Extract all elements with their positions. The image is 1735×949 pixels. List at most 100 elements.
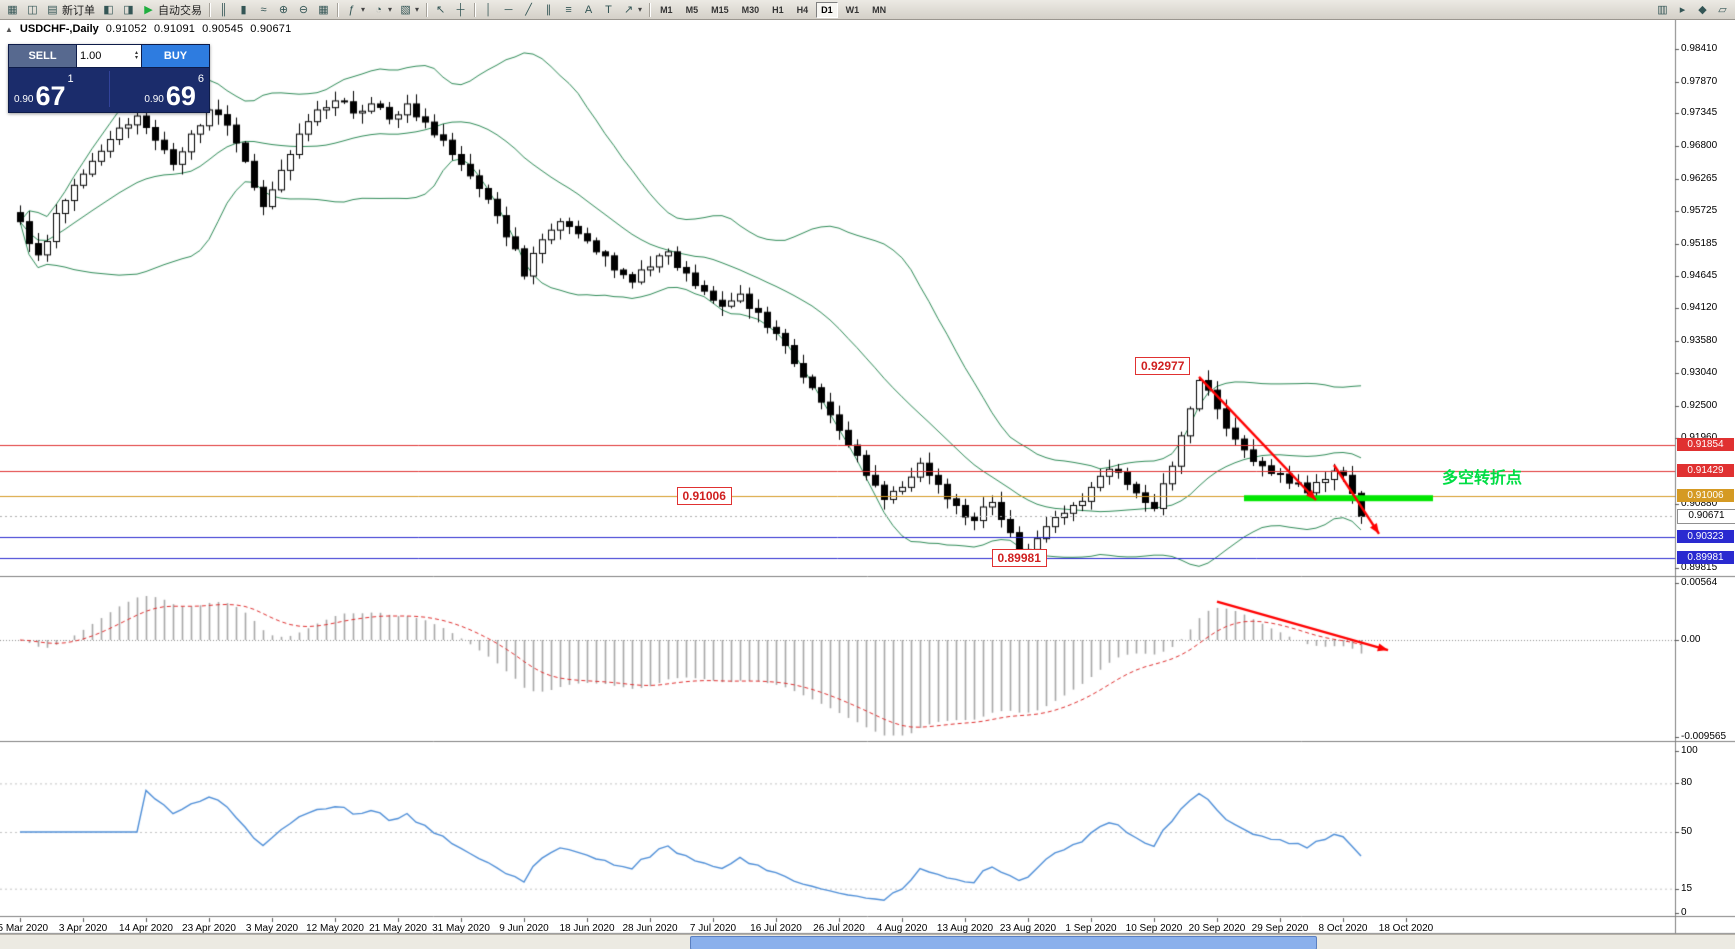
help-button[interactable]: ▱ <box>1713 2 1732 18</box>
autotrading-button[interactable]: ▶ 自动交易 <box>139 2 205 18</box>
spinner-down-icon[interactable]: ▾ <box>134 55 138 61</box>
date-axis-label: 8 Oct 2020 <box>1318 923 1368 934</box>
sell-button[interactable]: SELL <box>9 45 77 67</box>
trendline-button[interactable]: ╱ <box>519 2 538 18</box>
dropdown-arrow-icon: ▾ <box>638 5 643 14</box>
indicators-button[interactable]: ƒ ▾ <box>342 2 368 18</box>
dropdown-arrow-icon: ▾ <box>415 5 420 14</box>
crosshair-icon: ┼ <box>456 3 465 16</box>
sell-quote-point: 1 <box>67 73 74 85</box>
zoom-out-button[interactable]: ⊖ <box>294 2 313 18</box>
date-axis-label: 7 Jul 2020 <box>689 923 737 934</box>
zoom-out-icon: ⊖ <box>298 4 309 16</box>
chart-line-button[interactable]: ≈ <box>254 2 273 18</box>
price-axis-badge: 0.89981 <box>1677 550 1734 564</box>
toolbar-separator <box>649 2 651 17</box>
vertical-line-button[interactable]: │ <box>479 2 498 18</box>
zoom-in-icon: ⊕ <box>278 4 289 16</box>
price-axis-label: 0.97345 <box>1681 107 1718 119</box>
timeframe-m15-button[interactable]: M15 <box>711 4 729 15</box>
equidistant-channel-button[interactable]: ∥ <box>539 2 558 18</box>
tile-windows-button[interactable]: ▦ <box>314 2 333 18</box>
symbol-period-label: USDCHF-,Daily <box>19 23 99 35</box>
fibonacci-retracement-button[interactable]: ≡ <box>559 2 578 18</box>
timeframe-mn-button[interactable]: MN <box>872 4 887 15</box>
date-axis-label: 10 Sep 2020 <box>1125 923 1183 934</box>
buy-button[interactable]: BUY <box>142 45 209 67</box>
price-annotation-peak[interactable]: 0.92977 <box>1135 356 1191 375</box>
collapse-icon[interactable]: ▲ <box>5 24 13 34</box>
text-button[interactable]: A <box>579 2 598 18</box>
chart-bars-icon: ║ <box>219 3 228 16</box>
timeframe-h4-button[interactable]: H4 <box>796 4 809 15</box>
rsi-axis-label: 0 <box>1681 907 1687 918</box>
price-annotation-support[interactable]: 0.91006 <box>676 487 732 506</box>
chart-candlesticks-icon: ▮ <box>240 4 247 16</box>
text-icon: A <box>584 3 593 16</box>
cursor-button[interactable]: ↖ <box>431 2 450 18</box>
date-axis-label: 14 Apr 2020 <box>119 923 173 934</box>
tile-windows-icon: ▦ <box>318 4 329 16</box>
buy-quote[interactable]: 0.90 69 6 <box>113 69 204 110</box>
chart-candlesticks-button[interactable]: ▮ <box>234 2 253 18</box>
sell-quote[interactable]: 0.90 67 1 <box>14 69 106 110</box>
volume-input[interactable]: 1.00 ▴ ▾ <box>77 45 142 67</box>
quote-divider <box>108 71 110 107</box>
autotrading-label: 自动交易 <box>158 4 202 17</box>
price-axis-badge: 0.91429 <box>1677 463 1734 477</box>
profiles-button[interactable]: ◫ <box>23 2 42 18</box>
toolbar-separator <box>337 2 338 17</box>
new-order-button[interactable]: ▤ 新订单 <box>43 2 98 18</box>
metaquotes-button[interactable]: ◆ <box>1693 2 1712 18</box>
timeframe-m1-button[interactable]: M1 <box>660 4 673 15</box>
toolbar-separator <box>474 2 476 17</box>
periods-button[interactable]: ◔ ▾ <box>369 2 395 18</box>
crosshair-button[interactable]: ┼ <box>451 2 470 18</box>
auto-scroll-icon: ▸ <box>1679 4 1686 16</box>
volume-spinner[interactable]: ▴ ▾ <box>134 50 138 61</box>
templates-button[interactable]: ▧ ▾ <box>396 2 422 18</box>
new-chart-button[interactable]: ▦ <box>3 2 22 18</box>
horizontal-scrollbar[interactable] <box>0 934 1735 949</box>
timeframe-d1-button[interactable]: D1 <box>816 1 838 18</box>
horizontal-line-button[interactable]: ─ <box>499 2 518 18</box>
price-axis-label: 0.94120 <box>1681 302 1718 314</box>
timeframe-m5-button[interactable]: M5 <box>685 4 699 15</box>
rsi-axis-label: 100 <box>1681 745 1698 756</box>
date-axis-label: 25 Mar 2020 <box>0 923 49 934</box>
one-click-trading-widget: SELL 1.00 ▴ ▾ BUY 0.90 67 1 0.90 69 6 <box>8 44 210 113</box>
ohlc-low: 0.90545 <box>202 23 244 35</box>
price-axis-badge: 0.91854 <box>1677 437 1734 451</box>
price-annotation-low[interactable]: 0.89981 <box>991 548 1047 567</box>
chart-bars-button[interactable]: ║ <box>214 2 233 18</box>
price-axis-label: 0.92500 <box>1681 399 1718 411</box>
chart-shift-button[interactable]: ▥ <box>1653 2 1672 18</box>
auto-scroll-button[interactable]: ▸ <box>1673 2 1692 18</box>
price-axis-label: 0.94645 <box>1681 270 1718 282</box>
toolbar-separator <box>209 2 210 17</box>
chart-line-icon: ≈ <box>260 3 267 16</box>
date-axis-label: 26 Jul 2020 <box>813 923 865 934</box>
market-watch-icon: ◧ <box>103 4 114 16</box>
scrollbar-thumb[interactable] <box>690 936 1317 949</box>
date-axis-label: 9 Jun 2020 <box>499 923 549 934</box>
cursor-icon: ↖ <box>435 4 446 16</box>
arrows-button[interactable]: ↗ ▾ <box>619 2 645 18</box>
text-label-button[interactable]: T <box>599 2 618 18</box>
timeframe-h1-button[interactable]: H1 <box>772 4 784 15</box>
price-axis-label: 0.96800 <box>1681 140 1718 152</box>
market-watch-button[interactable]: ◧ <box>99 2 118 18</box>
date-axis-label: 20 Sep 2020 <box>1188 923 1246 934</box>
date-axis-label: 31 May 2020 <box>432 923 490 934</box>
data-window-button[interactable]: ◨ <box>119 2 138 18</box>
price-axis-badge: 0.91006 <box>1677 489 1734 503</box>
zoom-in-button[interactable]: ⊕ <box>274 2 293 18</box>
date-axis-label: 29 Sep 2020 <box>1251 923 1309 934</box>
spinner-up-icon[interactable]: ▴ <box>134 50 138 56</box>
timeframe-m30-button[interactable]: M30 <box>741 4 760 15</box>
date-axis-label: 16 Jul 2020 <box>750 923 802 934</box>
timeframe-w1-button[interactable]: W1 <box>845 4 860 15</box>
price-axis-badge: 0.90323 <box>1677 530 1734 544</box>
